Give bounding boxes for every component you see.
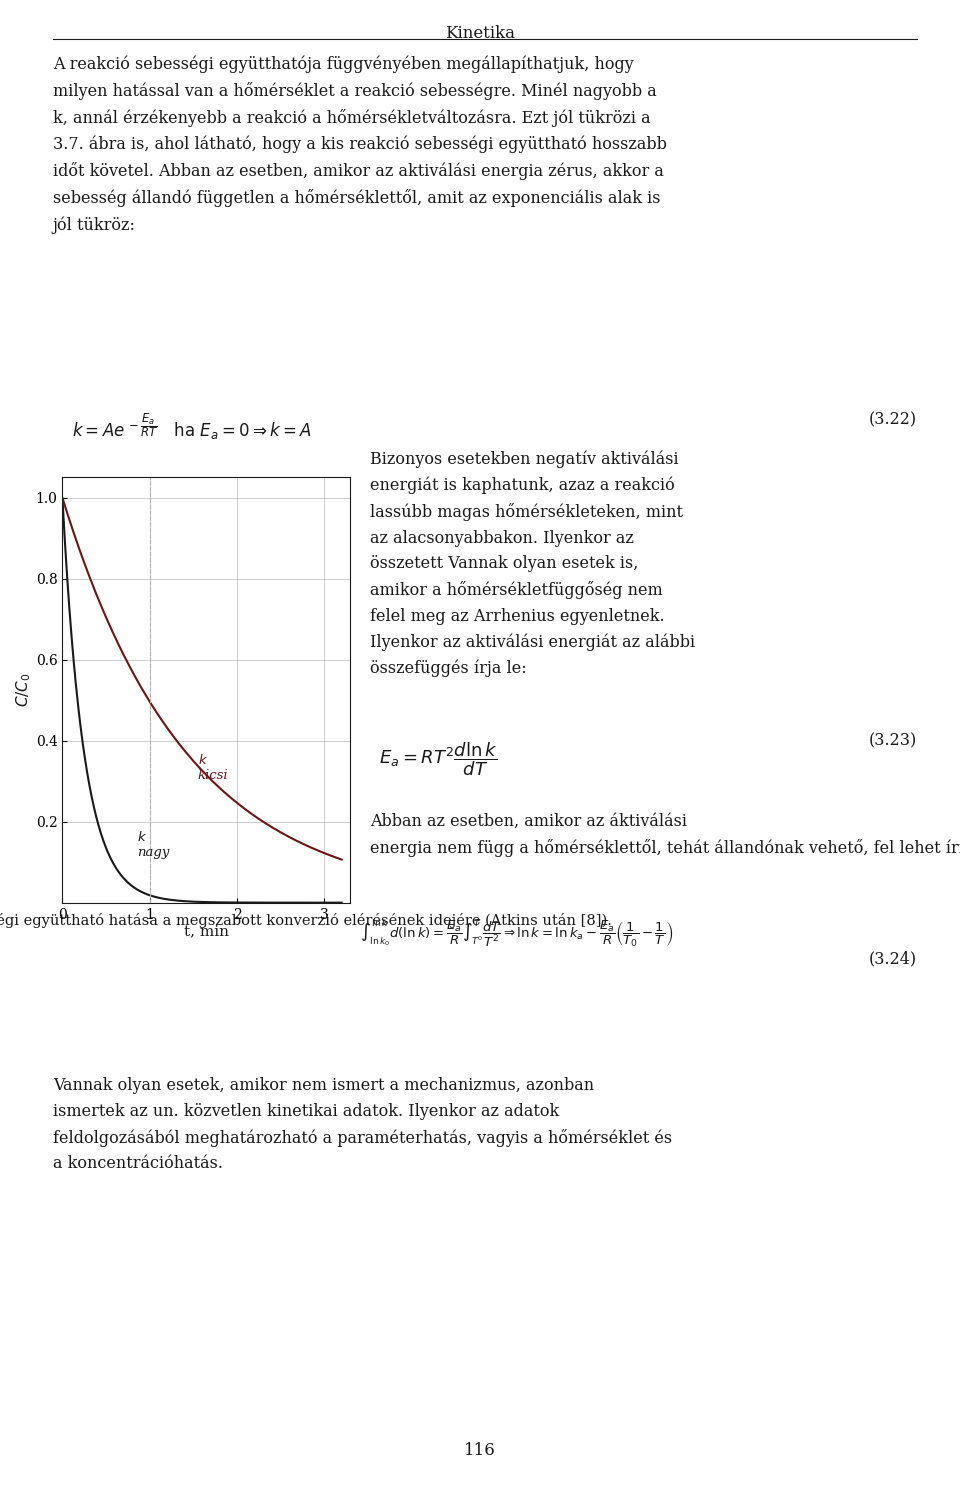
Text: (3.24): (3.24) [869,950,917,967]
Text: (3.23): (3.23) [869,733,917,749]
Text: $E_a = RT^2 \dfrac{d\ln k}{dT}$: $E_a = RT^2 \dfrac{d\ln k}{dT}$ [379,740,498,777]
Text: $k$
kicsi: $k$ kicsi [198,753,228,782]
Text: $k$
nagy: $k$ nagy [136,830,169,859]
Text: $\int_{\ln k_0}^{\ln k} d(\ln k) = \dfrac{E_a}{R}\int_{T^0}^{T} \dfrac{dT}{T^2} : $\int_{\ln k_0}^{\ln k} d(\ln k) = \dfra… [360,918,673,949]
Y-axis label: $C/C_0$: $C/C_0$ [14,673,33,707]
Text: 116: 116 [464,1443,496,1459]
Text: A reakció sebességi együtthatója függvényében megállapíthatjuk, hogy
milyen hatá: A reakció sebességi együtthatója függvén… [53,55,666,234]
X-axis label: t, min: t, min [184,925,228,938]
Text: $k = Ae^{\,-\dfrac{E_a}{RT}}$   ha $E_a = 0 \Rightarrow k = A$: $k = Ae^{\,-\dfrac{E_a}{RT}}$ ha $E_a = … [72,412,311,442]
Text: Bizonyos esetekben negatív aktiválási
energiát is kaphatunk, azaz a reakció
lass: Bizonyos esetekben negatív aktiválási en… [370,451,695,677]
Text: Kinetika: Kinetika [445,25,515,42]
Text: 3.7. ábra. A reakciósebességi együttható hatása a megszabott konverzió eléréséne: 3.7. ábra. A reakciósebességi együttható… [0,913,612,928]
Text: (3.22): (3.22) [869,412,917,428]
Text: Abban az esetben, amikor az áktiválási
energia nem függ a hőmérséklettől, tehát : Abban az esetben, amikor az áktiválási e… [370,813,960,858]
Text: Vannak olyan esetek, amikor nem ismert a mechanizmus, azonban
ismertek az un. kö: Vannak olyan esetek, amikor nem ismert a… [53,1077,672,1173]
